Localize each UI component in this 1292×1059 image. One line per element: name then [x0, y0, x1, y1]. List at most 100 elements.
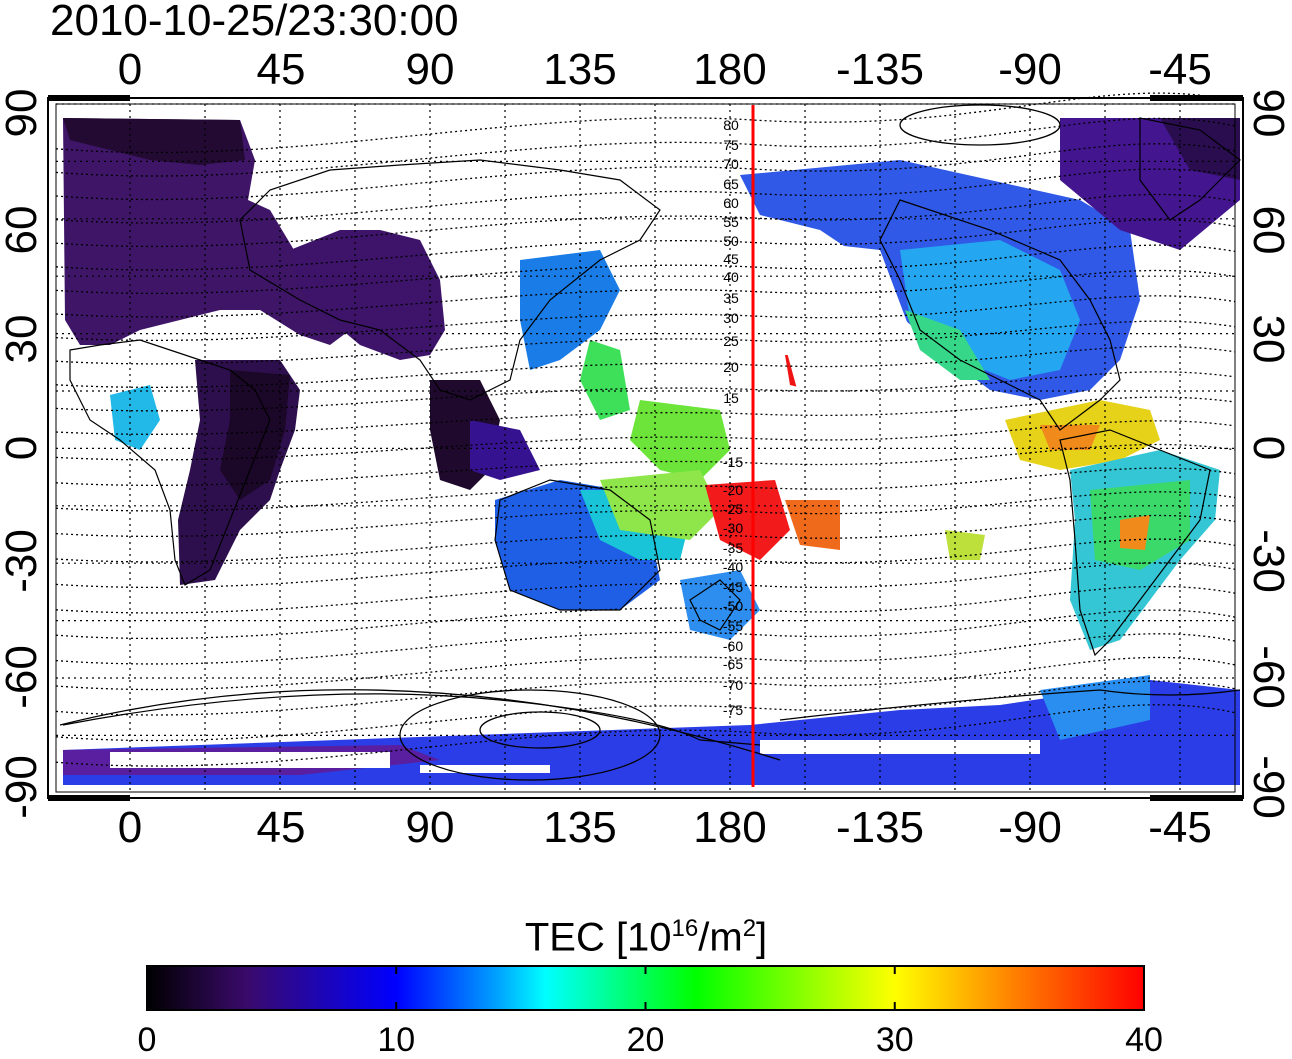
contour-label: 65: [723, 176, 739, 192]
top-lon-tick: -135: [835, 45, 925, 94]
contour-labels: 80 75 70 65 60 55 50 45 40 35 30 25 20 15 -15 -20 -25 -30…: [723, 117, 743, 718]
contour-label: 40: [723, 269, 739, 285]
top-lon-tick: 90: [405, 45, 455, 94]
colorbar-tick-label: 10: [377, 1021, 416, 1059]
tec-region-pacific-green2: [580, 340, 630, 420]
contour-line: [55, 538, 1236, 589]
contour-label: 20: [723, 359, 739, 375]
bottom-lon-tick: 90: [405, 803, 455, 852]
magnetic-contours: [55, 92, 1236, 767]
colorbar-tick-label: 20: [626, 1021, 665, 1059]
contour-arc: [59, 689, 781, 761]
bottom-lon-tick: 180: [693, 803, 767, 852]
contour-label: 60: [723, 195, 739, 211]
contour-label: -25: [723, 501, 743, 517]
map-frame: [47, 97, 1244, 799]
contour-line: [55, 514, 1236, 563]
contour-label: 15: [723, 390, 739, 406]
bottom-lon-tick: 45: [256, 803, 306, 852]
coastlines: [62, 117, 1241, 746]
contour-line: [55, 467, 1236, 512]
tec-region-antarctic: [63, 680, 1240, 785]
tec-region-australia: [495, 480, 660, 610]
tec-region-africa: [178, 360, 300, 585]
contour-line: [55, 443, 1236, 486]
bottom-lon-tick: 135: [543, 803, 617, 852]
contour-line: [55, 320, 1236, 365]
timestamp-title: 2010-10-25/23:30:00: [50, 0, 459, 45]
contour-line: [55, 704, 1236, 767]
contour-line: [55, 609, 1236, 665]
colorbar-tick-label: 30: [875, 1021, 914, 1059]
contour-label: -20: [723, 482, 743, 498]
tec-region-north-america: [740, 160, 1140, 400]
lat-lon-grid: [56, 103, 1235, 792]
colorbar-tick-label: 0: [137, 1021, 157, 1059]
right-lat-tick: -90: [1244, 755, 1292, 819]
tec-region-greenland: [1060, 118, 1240, 250]
tec-region-pacific-orange: [785, 500, 840, 550]
tec-region-pacific-green: [630, 400, 730, 480]
colorbar: [146, 965, 1145, 1011]
tec-region-asia: [290, 230, 445, 360]
tec-region-africa-dark: [220, 370, 290, 500]
bottom-lon-tick: -45: [1148, 803, 1212, 852]
tec-region-pacific-red-2: [785, 355, 830, 395]
contour-line: [55, 117, 1236, 177]
contour-label: -35: [723, 540, 743, 556]
tec-region-north-america-light: [900, 240, 1080, 380]
contour-line: [55, 345, 1236, 388]
contour-label: -75: [723, 702, 743, 718]
map-inner-frame: [55, 103, 1236, 793]
colorbar-tick-label: 40: [1125, 1021, 1163, 1059]
top-lon-tick: 135: [543, 45, 617, 94]
contour-label: 70: [723, 156, 739, 172]
colorbar-title: TEC [1016/m2]: [524, 915, 768, 960]
contour-line: [55, 491, 1236, 538]
tec-region-south-america: [1070, 450, 1220, 650]
contour-line: [55, 371, 1236, 412]
contour-line: [55, 585, 1236, 640]
contour-line: [55, 143, 1236, 201]
contour-label: -40: [723, 559, 743, 575]
contour-label: -70: [723, 677, 743, 693]
contour-line: [55, 193, 1236, 248]
bottom-lon-tick: -135: [835, 803, 925, 852]
top-lon-tick: -90: [998, 45, 1062, 94]
tec-data-layer: [63, 118, 1240, 785]
contour-line: [55, 396, 1236, 435]
contour-ellipse-mid: [399, 689, 661, 781]
tec-region-japan: [520, 250, 620, 370]
tec-region-antarctic-light: [1040, 675, 1150, 740]
contour-label: -30: [723, 520, 743, 536]
contour-line: [55, 269, 1236, 318]
tec-region-pacific-yellow: [600, 470, 720, 540]
contour-label: 55: [723, 214, 739, 230]
tec-region-greenland-dark: [1160, 118, 1240, 180]
tec-region-australia-east: [580, 490, 690, 560]
contour-ellipse-inner: [479, 711, 601, 749]
colorbar-ticks: [146, 966, 1145, 1010]
tec-region-south-america-green: [1090, 480, 1190, 570]
top-lon-tick: 45: [256, 45, 306, 94]
contour-label: -60: [723, 638, 743, 654]
map-background: [48, 98, 1243, 798]
tec-region-pacific-green3: [945, 530, 985, 560]
contour-line: [55, 295, 1236, 342]
contour-label: 35: [723, 290, 739, 306]
tec-region-europe-dark: [63, 118, 245, 165]
contour-label: 25: [723, 333, 739, 349]
contour-line: [55, 92, 1236, 154]
contour-line: [55, 219, 1236, 271]
tec-region-pacific-red: [705, 480, 790, 560]
contour-line: [55, 633, 1236, 691]
contour-label: 30: [723, 310, 739, 326]
contour-ellipse-north: [899, 104, 1061, 146]
contour-label: 50: [723, 233, 739, 249]
contour-line: [55, 168, 1236, 224]
frame-ticks: [48, 95, 1243, 801]
left-lat-tick: -90: [0, 755, 46, 819]
contour-label: -15: [723, 454, 743, 470]
bottom-lon-tick: -90: [998, 803, 1062, 852]
